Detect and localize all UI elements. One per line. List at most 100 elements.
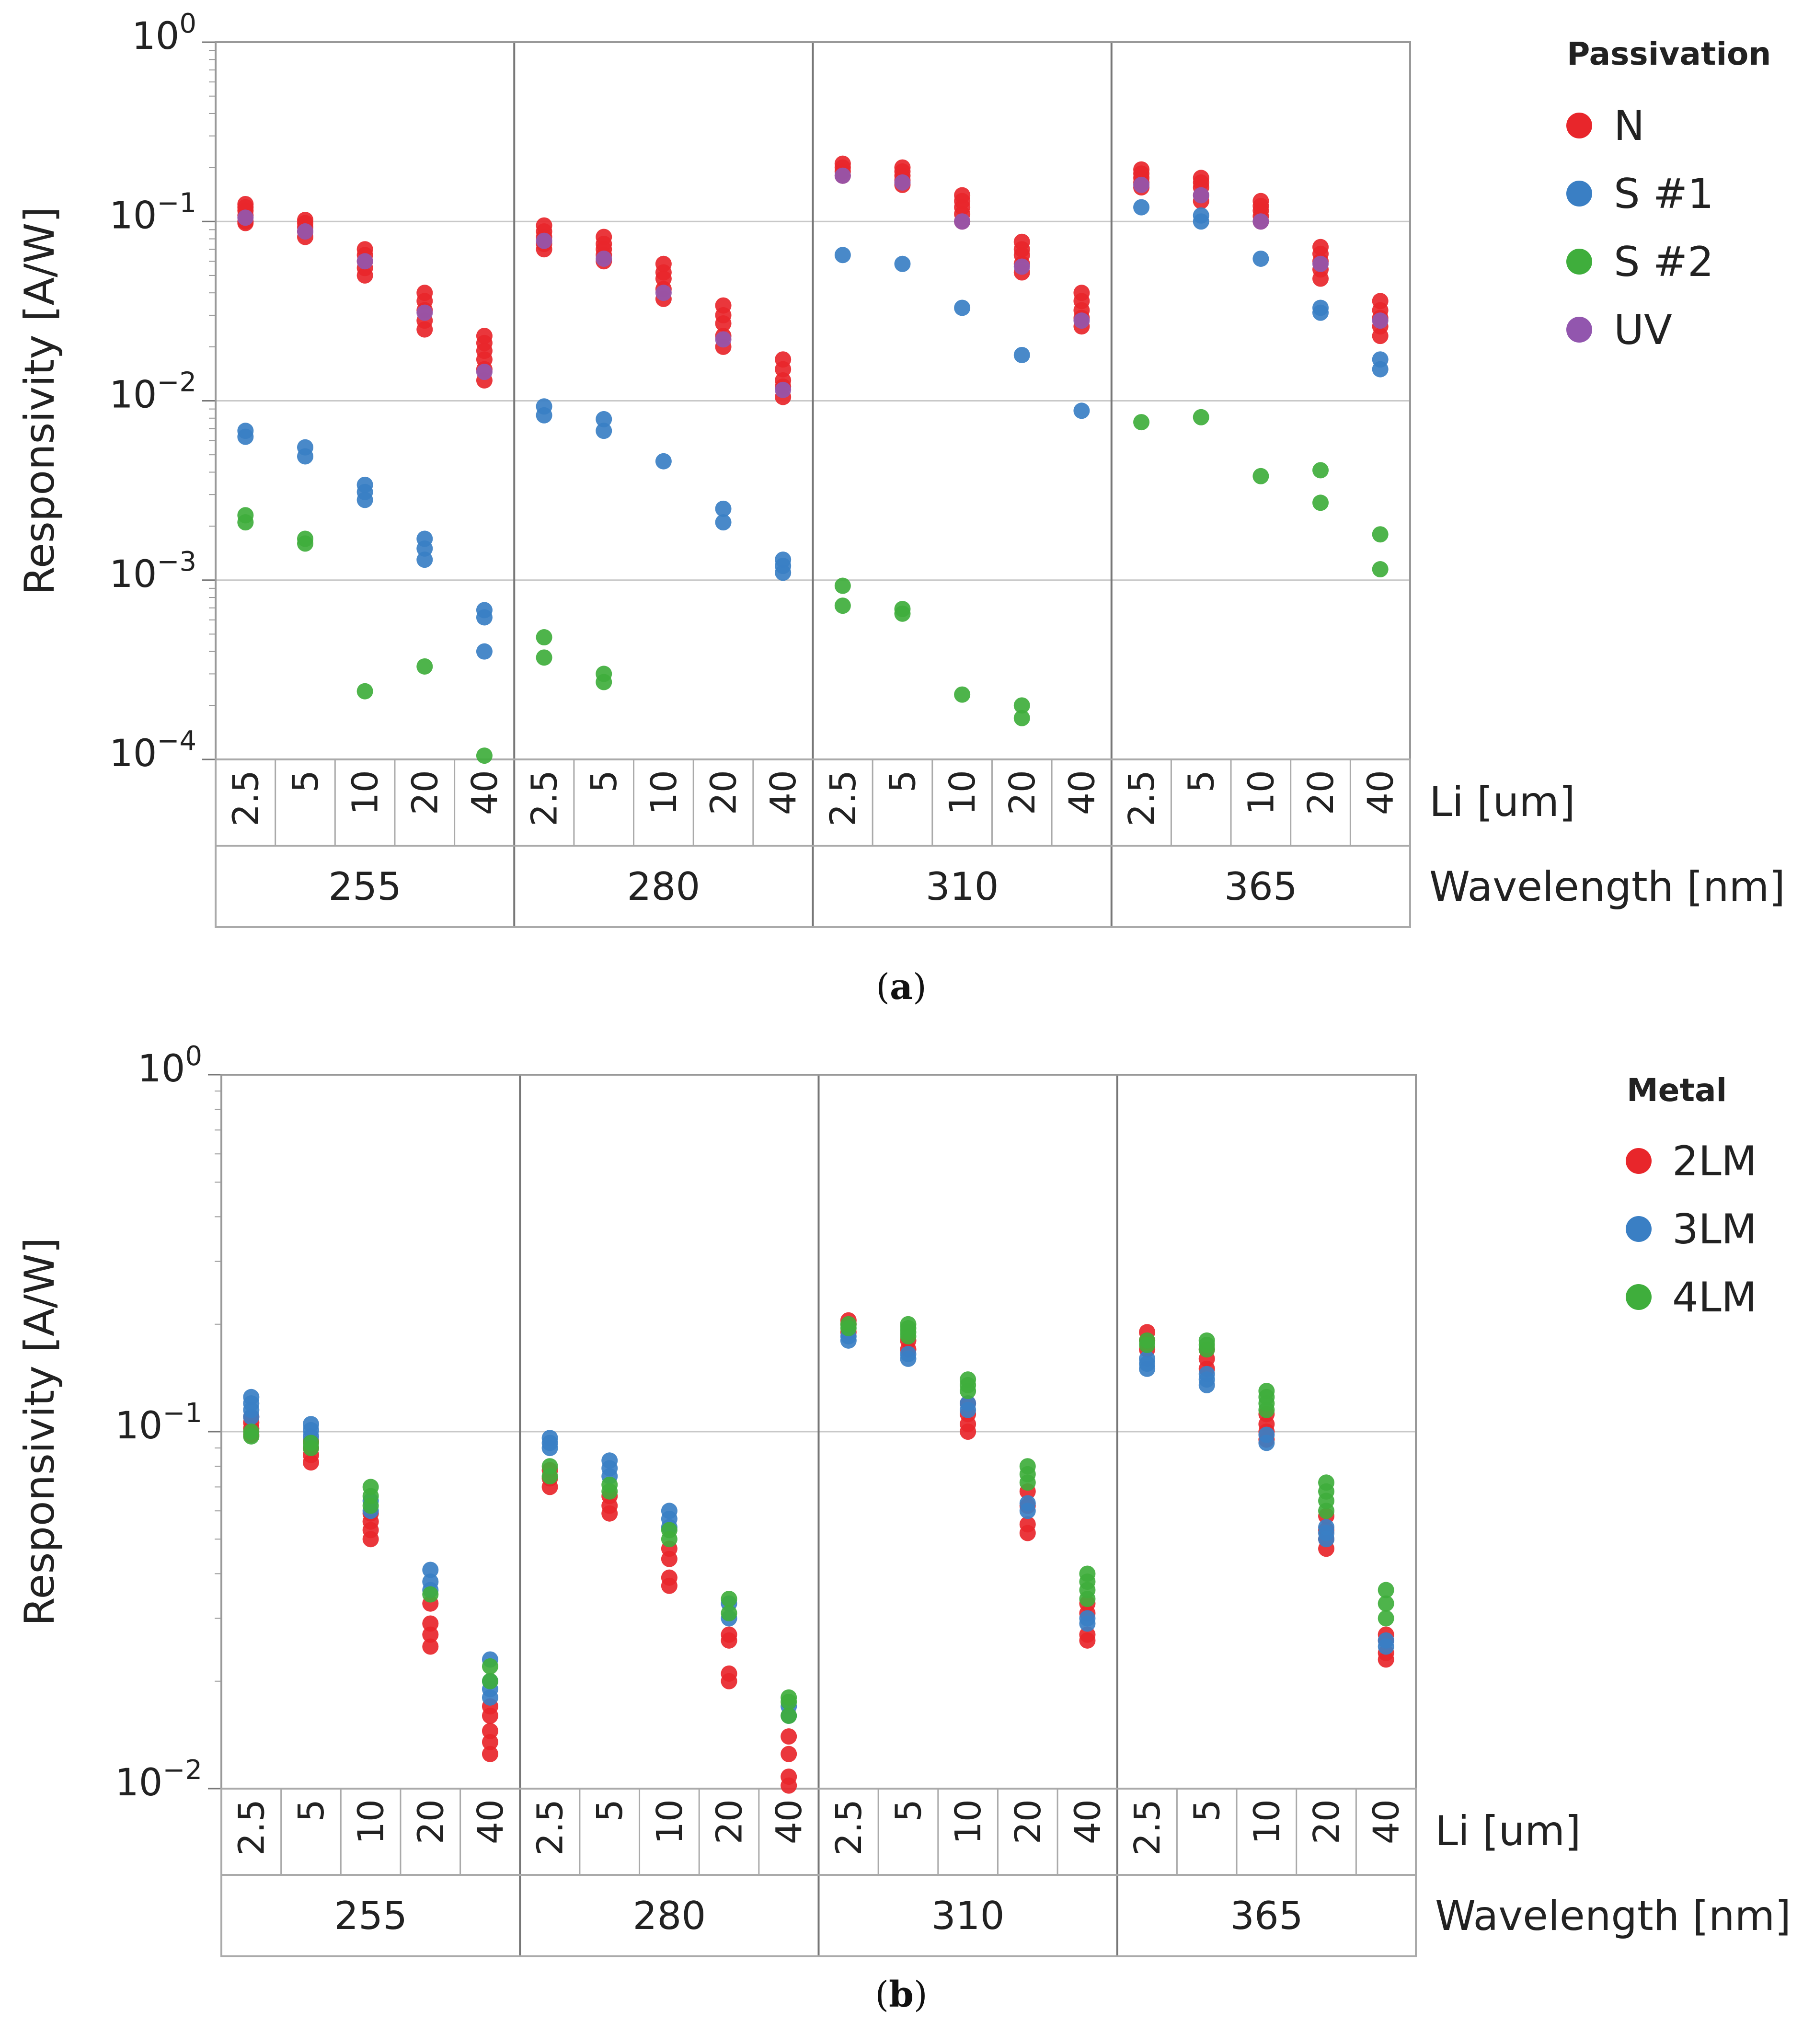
y-tick-base: 10 [115,1761,162,1804]
data-point [1013,346,1030,363]
data-point [715,297,732,314]
series-s-1 [237,199,1389,660]
wavelength-tick-label: 365 [1230,1894,1303,1938]
y-tick-base: 10 [138,1047,185,1091]
y-tick-label: 10−2 [115,1755,202,1804]
y-tick-label: 10−1 [115,1398,202,1447]
li-tick-label: 10 [345,770,386,815]
data-point [1133,414,1150,431]
data-point [721,1626,737,1643]
li-tick-label: 10 [643,770,685,815]
data-point [1372,312,1389,329]
legend-label: S #1 [1614,170,1714,218]
data-point [781,1728,797,1745]
li-tick-label: 20 [410,1799,451,1844]
data-point [1013,258,1030,275]
wavelength-tick-label: 280 [633,1894,706,1938]
data-point [596,666,612,682]
data-point [1318,1474,1335,1491]
li-tick-label: 10 [649,1799,690,1844]
y-tick-base: 10 [109,194,157,237]
li-tick-label: 40 [1360,770,1401,815]
data-point [1079,1610,1096,1627]
figure-caption: (b) [875,1974,928,2015]
li-tick-label: 40 [763,770,804,815]
data-point [661,1569,678,1586]
data-point [1378,1595,1394,1612]
li-tick-label: 2.5 [823,770,864,827]
li-tick-label: 5 [882,770,923,792]
y-axis-label: Responsivity [A/W] [16,1238,64,1626]
data-point [536,232,552,249]
y-tick-exponent: −2 [157,367,196,398]
data-point [1258,1383,1275,1400]
data-point [1372,561,1389,578]
li-tick-label: 10 [948,1799,989,1844]
legend-label: 2LM [1672,1137,1757,1185]
legend-marker [1566,317,1592,343]
data-point [834,167,851,184]
wavelength-tick-label: 365 [1224,864,1298,909]
data-point [243,1389,260,1405]
data-point [422,1638,439,1655]
y-tick-exponent: −1 [157,187,196,218]
y-tick-base: 10 [109,732,157,775]
data-point [297,439,313,456]
li-tick-label: 40 [1366,1799,1407,1844]
li-tick-label: 2.5 [828,1799,870,1856]
data-point [476,643,493,660]
data-point [422,1586,439,1603]
data-point [297,530,313,547]
y-axis-label: Responsivity [A/W] [16,207,64,595]
data-point [1019,1458,1036,1475]
y-tick-label: 100 [138,1041,202,1091]
data-point [482,1673,498,1689]
data-point [900,1316,917,1332]
data-point [661,1503,678,1519]
data-point [297,212,313,229]
data-point [1133,199,1150,216]
li-tick-label: 20 [1008,1799,1049,1844]
data-point [476,602,493,619]
y-tick-label: 10−3 [109,546,196,596]
li-tick-label: 10 [351,1799,392,1844]
y-tick-exponent: −2 [162,1755,202,1786]
y-tick-exponent: 0 [179,8,196,39]
li-tick-label: 5 [584,770,625,792]
li-tick-label: 20 [703,770,745,815]
wavelength-label-band [215,845,1411,928]
data-point [1019,1516,1036,1533]
li-tick-label: 20 [1306,1799,1347,1844]
li-tick-label: 40 [464,770,505,815]
caption-letter: b [889,1974,914,2015]
data-point [302,1416,319,1433]
legend-marker [1626,1284,1652,1310]
data-point [781,1689,797,1706]
legend-label: 3LM [1672,1206,1757,1253]
data-point [601,1452,618,1469]
data-point [1252,250,1269,267]
data-point [1372,351,1389,368]
data-point [775,381,792,398]
caption-paren: ) [913,966,927,1008]
data-point [954,213,971,230]
data-point [1193,409,1209,425]
data-point [536,629,552,646]
data-point [596,411,612,427]
li-tick-label: 10 [942,770,983,815]
data-point [960,1395,976,1412]
li-tick-label: 20 [1300,770,1342,815]
li-tick-label: 5 [1181,770,1222,792]
data-point [596,229,612,245]
x-axis-li-label: Li [um] [1435,1807,1581,1855]
data-point [1252,193,1269,209]
data-point [536,649,552,666]
x-axis-wavelength-label: Wavelength [nm] [1429,863,1785,911]
li-tick-label: 20 [404,770,446,815]
data-point [536,217,552,234]
li-tick-label: 5 [291,1799,332,1822]
data-point [1019,1495,1036,1512]
